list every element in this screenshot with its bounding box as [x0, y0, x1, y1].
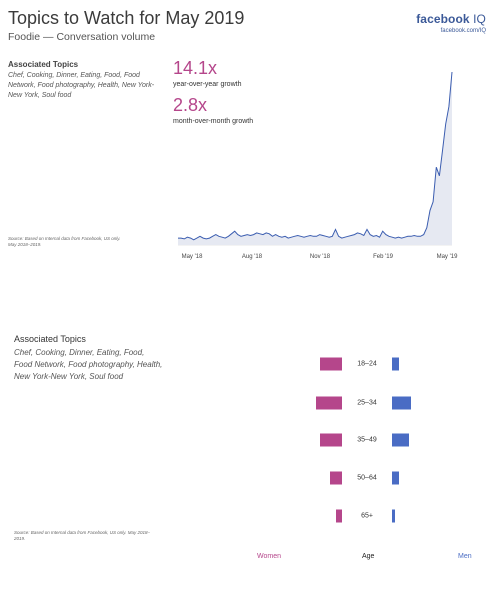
bar-women — [316, 396, 342, 410]
x-tick-label: May '19 — [436, 254, 458, 260]
mom-growth-value: 2.8x — [173, 95, 208, 115]
bar-men — [392, 509, 395, 523]
x-tick-label: Aug '18 — [241, 254, 263, 260]
mom-growth-label: month-over-month growth — [173, 118, 254, 125]
legend-age: Age — [362, 553, 375, 560]
age-group-label: 50–64 — [357, 474, 377, 482]
bar-women — [320, 357, 342, 371]
bar-women — [320, 433, 342, 447]
brand-logo[interactable]: facebook IQ — [416, 12, 486, 26]
bar-men — [392, 396, 411, 410]
brand-main: facebook — [416, 12, 470, 26]
age-group-label: 65+ — [361, 512, 373, 520]
topics-line: New York-New York, Soul food — [14, 372, 124, 381]
topics-line: Chef, Cooking, Dinner, Eating, Food, — [14, 348, 145, 357]
age-group-label: 25–34 — [357, 399, 377, 407]
x-tick-label: Nov '18 — [309, 254, 331, 260]
yoy-growth-label: year-over-year growth — [173, 81, 242, 88]
topics-list: Chef, Cooking, Dinner, Eating, Food, Foo… — [14, 347, 214, 383]
source-note: Source: Based on Internal data from Face… — [8, 236, 121, 247]
age-group-label: 18–24 — [357, 360, 377, 368]
page-subtitle: Foodie — Conversation volume — [8, 31, 156, 43]
brand-suffix: IQ — [473, 12, 486, 26]
bar-women — [336, 509, 342, 523]
x-tick-label: Feb '19 — [373, 254, 393, 260]
legend-men: Men — [458, 553, 472, 560]
x-tick-label: May '18 — [181, 254, 203, 260]
series-line — [178, 71, 453, 241]
conversation-volume-chart — [178, 71, 453, 246]
brand-url-link[interactable]: facebook.com/IQ — [440, 28, 486, 34]
bar-men — [392, 357, 399, 371]
bar-men — [392, 471, 399, 485]
yoy-growth-value: 14.1x — [173, 58, 218, 78]
bar-women — [330, 471, 342, 485]
page-title: Topics to Watch for May 2019 — [8, 8, 245, 28]
topics-list: Chef, Cooking, Dinner, Eating, Food, Foo… — [8, 72, 155, 99]
legend-women: Women — [257, 553, 281, 560]
bar-men — [392, 433, 409, 447]
topics-heading: Associated Topics — [8, 60, 79, 69]
source-note: Source: Based on Internal data from Face… — [14, 530, 150, 541]
age-group-label: 35–49 — [357, 436, 377, 444]
topics-heading: Associated Topics — [14, 334, 86, 344]
topics-line: Food Network, Food photography, Health, — [14, 360, 163, 369]
